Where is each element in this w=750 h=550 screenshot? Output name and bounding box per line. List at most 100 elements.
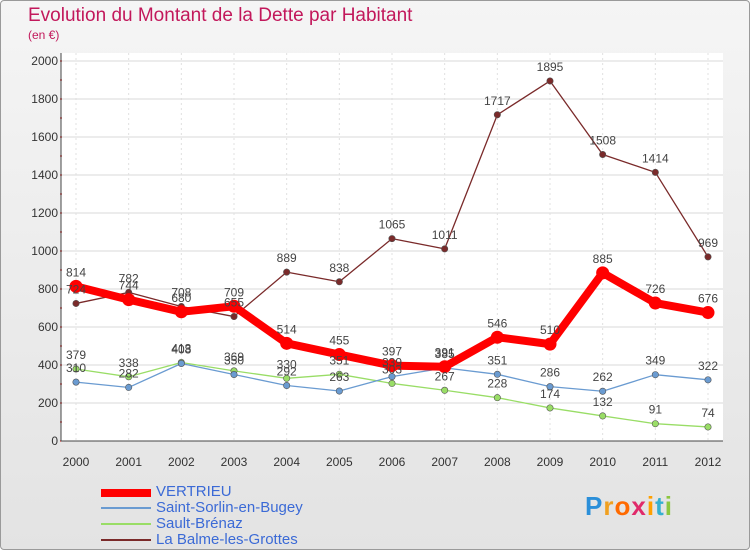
y-tick-label: 800	[38, 282, 58, 296]
data-label: 969	[698, 236, 718, 250]
data-label: 132	[593, 395, 613, 409]
data-point	[72, 299, 80, 307]
data-point	[438, 360, 452, 374]
data-label: 350	[224, 354, 244, 368]
x-tick-label: 2008	[484, 455, 511, 469]
data-label: 676	[698, 292, 718, 306]
data-label: 885	[593, 252, 613, 266]
data-point	[704, 253, 712, 261]
data-point	[72, 378, 80, 386]
data-label: 655	[224, 296, 244, 310]
data-point	[441, 245, 449, 253]
data-label: 74	[701, 406, 715, 420]
y-tick-label: 400	[38, 358, 58, 372]
x-tick-label: 2000	[63, 455, 90, 469]
x-tick-label: 2004	[273, 455, 300, 469]
logo-letter: t	[655, 491, 665, 521]
legend-swatch	[101, 539, 151, 541]
data-point	[651, 420, 659, 428]
data-label: 369	[224, 350, 244, 364]
data-point	[493, 394, 501, 402]
data-point	[546, 404, 554, 412]
data-label: 349	[645, 354, 665, 368]
data-label: 514	[277, 322, 297, 336]
logo-letter: r	[603, 491, 615, 521]
data-label: 292	[277, 365, 297, 379]
x-tick-label: 2011	[642, 455, 668, 469]
data-label: 510	[540, 323, 560, 337]
data-point	[599, 412, 607, 420]
data-point	[174, 305, 188, 319]
data-point	[332, 348, 346, 362]
x-tick-label: 2007	[431, 455, 458, 469]
data-label: 330	[277, 357, 297, 371]
data-point	[335, 387, 343, 395]
data-label: 379	[66, 348, 86, 362]
data-point	[599, 150, 607, 158]
x-tick-label: 2006	[379, 455, 406, 469]
data-label: 282	[119, 366, 139, 380]
data-label: 1508	[589, 133, 616, 147]
y-tick-label: 1000	[31, 244, 58, 258]
data-point	[546, 383, 554, 391]
data-label: 413	[171, 342, 191, 356]
data-label: 174	[540, 387, 560, 401]
data-label: 1717	[484, 94, 511, 108]
data-label: 680	[171, 291, 191, 305]
data-point	[122, 293, 136, 307]
data-point	[335, 370, 343, 378]
data-label: 339	[382, 356, 402, 370]
x-tick-label: 2002	[168, 455, 195, 469]
data-label: 708	[171, 285, 191, 299]
data-label: 262	[593, 370, 613, 384]
logo-letter: i	[664, 491, 673, 521]
data-point	[701, 306, 715, 320]
data-point	[227, 299, 241, 313]
data-label: 1895	[537, 60, 564, 74]
y-tick-label: 1600	[31, 130, 58, 144]
data-point	[704, 423, 712, 431]
data-label: 385	[435, 347, 455, 361]
data-label: 286	[540, 366, 560, 380]
legend-swatch	[101, 489, 151, 497]
data-label: 391	[435, 346, 455, 360]
data-label: 322	[698, 359, 718, 373]
data-point	[388, 373, 396, 381]
data-label: 709	[224, 285, 244, 299]
logo-letter: o	[614, 491, 632, 521]
x-tick-label: 2001	[115, 455, 142, 469]
chart-unit: (en €)	[28, 28, 60, 42]
data-point	[651, 371, 659, 379]
data-point	[335, 278, 343, 286]
data-point	[651, 168, 659, 176]
data-label: 838	[329, 261, 349, 275]
data-label: 889	[277, 251, 297, 265]
legend-label: Saint-Sorlin-en-Bugey	[156, 499, 303, 516]
data-point	[283, 268, 291, 276]
data-label: 351	[487, 353, 507, 367]
x-tick-label: 2010	[589, 455, 616, 469]
y-tick-label: 1400	[31, 168, 58, 182]
data-label: 724	[66, 282, 86, 296]
data-label: 397	[382, 345, 402, 359]
x-tick-label: 2005	[326, 455, 353, 469]
data-label: 338	[119, 356, 139, 370]
data-point	[72, 365, 80, 373]
data-point	[493, 111, 501, 119]
data-point	[69, 279, 83, 293]
y-tick-label: 600	[38, 320, 58, 334]
data-point	[230, 370, 238, 378]
y-tick-label: 2000	[31, 54, 58, 68]
data-point	[388, 235, 396, 243]
data-label: 351	[329, 353, 349, 367]
data-point	[599, 387, 607, 395]
logo-letter: i	[646, 491, 656, 521]
data-label: 744	[119, 279, 139, 293]
data-label: 1065	[379, 218, 406, 232]
data-point	[283, 374, 291, 382]
data-point	[648, 296, 662, 310]
data-label: 1414	[642, 151, 669, 165]
data-point	[125, 373, 133, 381]
